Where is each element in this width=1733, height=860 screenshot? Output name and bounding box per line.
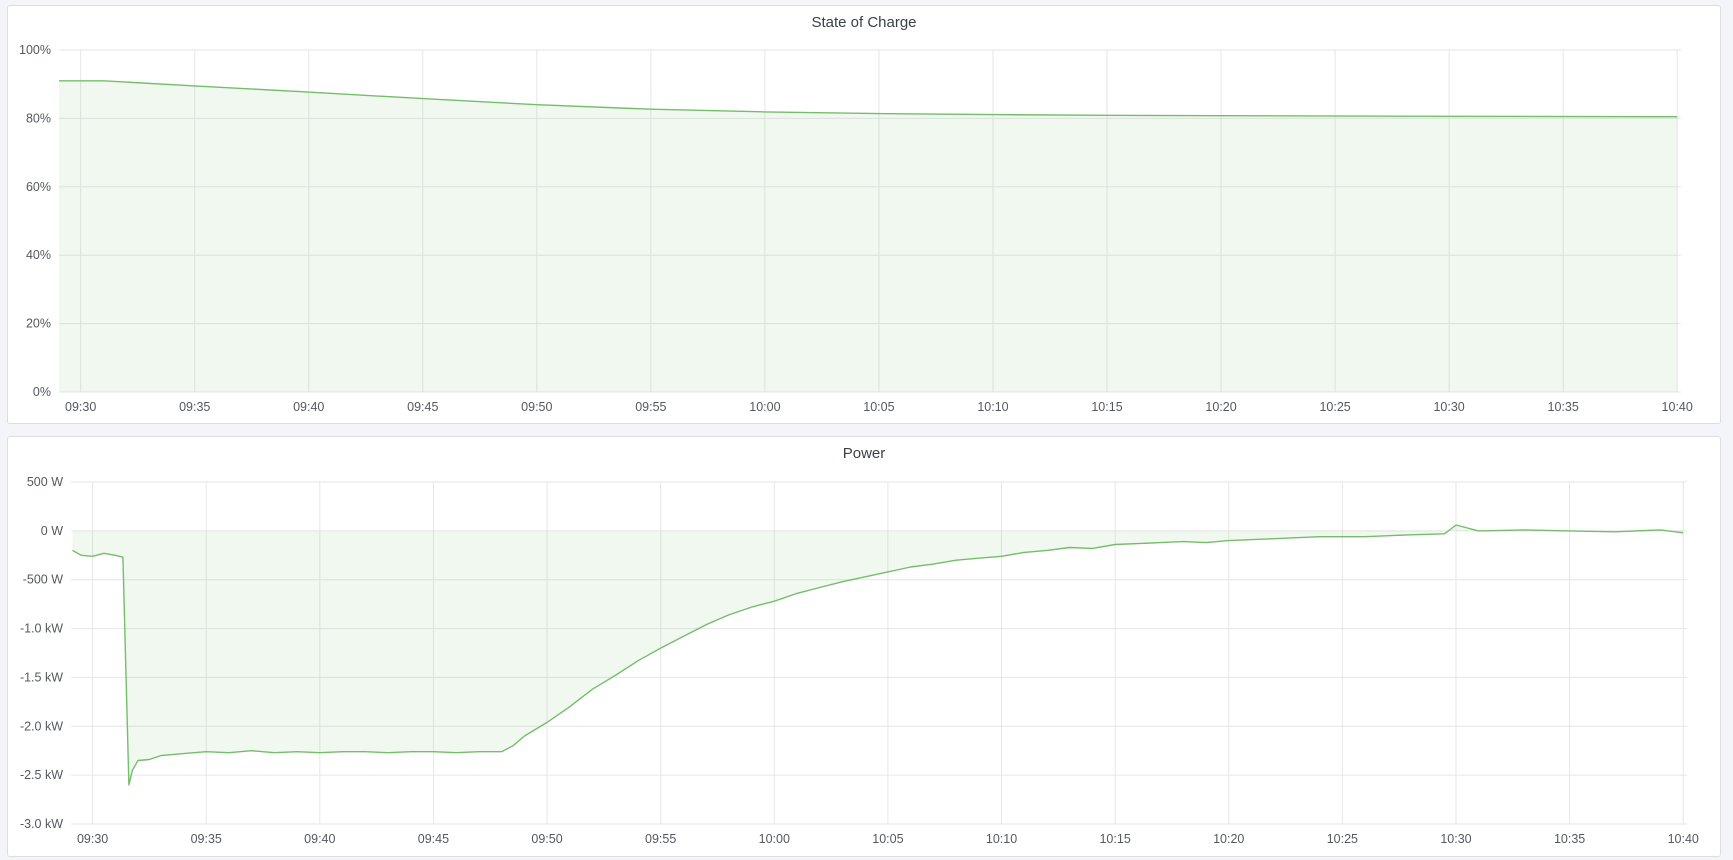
- x-tick-label: 09:40: [304, 832, 335, 846]
- x-tick-label: 09:55: [645, 832, 676, 846]
- y-tick-label: -500 W: [23, 573, 63, 587]
- x-tick-label: 10:35: [1548, 400, 1579, 414]
- series-line: [72, 524, 1684, 786]
- x-tick-label: 09:40: [293, 400, 324, 414]
- x-tick-label: 10:15: [1099, 832, 1130, 846]
- x-tick-label: 10:00: [759, 832, 790, 846]
- panel-title: Power: [842, 445, 886, 462]
- x-tick-label: 10:15: [1091, 400, 1122, 414]
- state-of-charge-chart: 0% 20% 40% 60% 80% 100% 09:30 09:35 09:40 09:45 09…: [19, 43, 1693, 414]
- series-line: [59, 80, 1678, 118]
- state-of-charge-panel: State of Charge 0% 20% 40% 60% 80% 100% 09:30 0…: [7, 5, 1721, 424]
- x-tick-label: 09:30: [77, 832, 108, 846]
- y-tick-label: 100%: [19, 43, 51, 57]
- y-tick-label: 60%: [26, 180, 51, 194]
- y-tick-label: -2.5 kW: [20, 768, 63, 782]
- x-tick-label: 09:35: [191, 832, 222, 846]
- x-tick-label: 10:20: [1205, 400, 1236, 414]
- x-tick-label: 10:40: [1662, 400, 1693, 414]
- y-tick-label: 20%: [26, 317, 51, 331]
- x-tick-label: 10:05: [872, 832, 903, 846]
- x-tick-label: 10:05: [863, 400, 894, 414]
- series-area-fill: [72, 525, 1684, 785]
- x-tick-label: 10:20: [1213, 832, 1244, 846]
- panel-title: State of Charge: [811, 14, 917, 31]
- x-tick-label: 10:10: [986, 832, 1017, 846]
- x-tick-label: 10:10: [977, 400, 1008, 414]
- x-tick-label: 10:25: [1319, 400, 1350, 414]
- x-tick-label: 10:35: [1554, 832, 1585, 846]
- y-tick-label: -2.0 kW: [20, 719, 63, 733]
- y-tick-label: 0%: [33, 385, 51, 399]
- y-tick-label: 0 W: [41, 524, 63, 538]
- y-tick-label: 500 W: [27, 475, 63, 489]
- x-tick-label: 09:35: [179, 400, 210, 414]
- y-tick-label: 40%: [26, 248, 51, 262]
- y-tick-label: 80%: [26, 111, 51, 125]
- y-tick-label: -3.0 kW: [20, 817, 63, 831]
- x-tick-label: 10:30: [1440, 832, 1471, 846]
- x-tick-label: 09:50: [531, 832, 562, 846]
- x-tick-label: 09:30: [65, 400, 96, 414]
- x-tick-label: 09:45: [407, 400, 438, 414]
- power-chart: 500 W 0 W -500 W -1.0 kW -1.5 kW -2.0 kW -2.5 …: [20, 475, 1699, 846]
- series-area-fill: [59, 80, 1678, 393]
- y-tick-label: -1.5 kW: [20, 670, 63, 684]
- x-tick-label: 09:55: [635, 400, 666, 414]
- x-tick-label: 10:40: [1668, 832, 1699, 846]
- x-tick-label: 10:25: [1327, 832, 1358, 846]
- y-tick-label: -1.0 kW: [20, 622, 63, 636]
- x-tick-label: 09:50: [521, 400, 552, 414]
- x-tick-label: 10:30: [1433, 400, 1464, 414]
- x-tick-label: 09:45: [418, 832, 449, 846]
- x-tick-label: 10:00: [749, 400, 780, 414]
- power-panel: Power 500 W 0 W -500 W -1.0 kW -1.5 kW -2.0 k…: [7, 436, 1721, 857]
